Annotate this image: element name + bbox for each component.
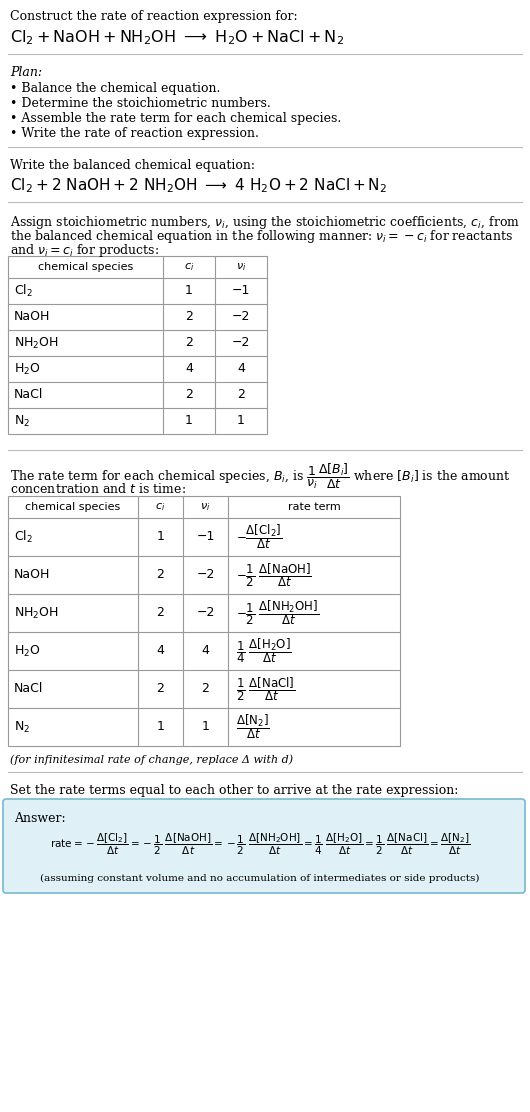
Text: $-\dfrac{1}{2}\ \dfrac{\Delta[\mathrm{NH_2OH}]}{\Delta t}$: $-\dfrac{1}{2}\ \dfrac{\Delta[\mathrm{NH… — [236, 598, 319, 627]
Text: Plan:: Plan: — [10, 66, 42, 79]
Text: $c_i$: $c_i$ — [155, 502, 165, 513]
Text: 1: 1 — [185, 285, 193, 298]
Text: $\dfrac{1}{2}\ \dfrac{\Delta[\mathrm{NaCl}]}{\Delta t}$: $\dfrac{1}{2}\ \dfrac{\Delta[\mathrm{NaC… — [236, 675, 295, 703]
Text: Construct the rate of reaction expression for:: Construct the rate of reaction expressio… — [10, 10, 298, 23]
Text: $\mathrm{Cl_2 + 2\ NaOH + 2\ NH_2OH \ {\longrightarrow}\ 4\ H_2O + 2\ NaCl + N_2: $\mathrm{Cl_2 + 2\ NaOH + 2\ NH_2OH \ {\… — [10, 176, 387, 195]
Text: • Write the rate of reaction expression.: • Write the rate of reaction expression. — [10, 127, 259, 140]
Text: • Assemble the rate term for each chemical species.: • Assemble the rate term for each chemic… — [10, 112, 341, 125]
Text: 1: 1 — [185, 415, 193, 427]
Text: $c_i$: $c_i$ — [184, 261, 194, 272]
Text: −2: −2 — [232, 337, 250, 349]
Text: $\mathrm{Cl_2}$: $\mathrm{Cl_2}$ — [14, 529, 33, 545]
Text: 2: 2 — [185, 337, 193, 349]
Text: 1: 1 — [156, 721, 164, 734]
Text: Assign stoichiometric numbers, $\nu_i$, using the stoichiometric coefficients, $: Assign stoichiometric numbers, $\nu_i$, … — [10, 214, 520, 231]
Text: −1: −1 — [196, 530, 215, 544]
Text: $\dfrac{1}{4}\ \dfrac{\Delta[\mathrm{H_2O}]}{\Delta t}$: $\dfrac{1}{4}\ \dfrac{\Delta[\mathrm{H_2… — [236, 636, 292, 665]
Text: $\dfrac{\Delta[\mathrm{N_2}]}{\Delta t}$: $\dfrac{\Delta[\mathrm{N_2}]}{\Delta t}$ — [236, 713, 270, 742]
Text: chemical species: chemical species — [25, 502, 121, 512]
Text: concentration and $t$ is time:: concentration and $t$ is time: — [10, 481, 186, 496]
Text: $\mathrm{NH_2OH}$: $\mathrm{NH_2OH}$ — [14, 336, 59, 350]
Text: 2: 2 — [237, 388, 245, 401]
Text: NaOH: NaOH — [14, 568, 50, 582]
Text: Answer:: Answer: — [14, 812, 66, 825]
Text: • Balance the chemical equation.: • Balance the chemical equation. — [10, 82, 220, 95]
Text: rate term: rate term — [288, 502, 340, 512]
Text: 1: 1 — [156, 530, 164, 544]
Text: 2: 2 — [156, 606, 164, 619]
Text: 4: 4 — [237, 363, 245, 376]
Text: $\mathrm{H_2O}$: $\mathrm{H_2O}$ — [14, 644, 41, 658]
Text: $\mathrm{N_2}$: $\mathrm{N_2}$ — [14, 414, 30, 428]
Text: 2: 2 — [201, 683, 209, 695]
Text: 4: 4 — [156, 645, 164, 657]
Text: 2: 2 — [156, 568, 164, 582]
FancyBboxPatch shape — [3, 800, 525, 893]
Bar — [8, 256, 267, 434]
Text: −2: −2 — [196, 606, 215, 619]
Text: $\mathrm{NH_2OH}$: $\mathrm{NH_2OH}$ — [14, 605, 59, 620]
Text: NaOH: NaOH — [14, 310, 50, 324]
Text: • Determine the stoichiometric numbers.: • Determine the stoichiometric numbers. — [10, 97, 271, 110]
Text: 4: 4 — [201, 645, 209, 657]
Text: NaCl: NaCl — [14, 388, 43, 401]
Text: $\mathrm{Cl_2 + NaOH + NH_2OH \ {\longrightarrow}\ H_2O + NaCl + N_2}$: $\mathrm{Cl_2 + NaOH + NH_2OH \ {\longri… — [10, 28, 344, 47]
Text: $\mathrm{Cl_2}$: $\mathrm{Cl_2}$ — [14, 282, 33, 299]
Text: 2: 2 — [156, 683, 164, 695]
Text: $-\dfrac{1}{2}\ \dfrac{\Delta[\mathrm{NaOH}]}{\Delta t}$: $-\dfrac{1}{2}\ \dfrac{\Delta[\mathrm{Na… — [236, 562, 312, 589]
Text: and $\nu_i = c_i$ for products:: and $\nu_i = c_i$ for products: — [10, 242, 159, 259]
Text: the balanced chemical equation in the following manner: $\nu_i = -c_i$ for react: the balanced chemical equation in the fo… — [10, 228, 513, 245]
Text: 2: 2 — [185, 310, 193, 324]
Text: Set the rate terms equal to each other to arrive at the rate expression:: Set the rate terms equal to each other t… — [10, 784, 458, 797]
Text: 4: 4 — [185, 363, 193, 376]
Text: chemical species: chemical species — [38, 262, 133, 272]
Text: (assuming constant volume and no accumulation of intermediates or side products): (assuming constant volume and no accumul… — [40, 874, 480, 883]
Text: $\mathrm{H_2O}$: $\mathrm{H_2O}$ — [14, 361, 41, 377]
Text: $\nu_i$: $\nu_i$ — [236, 261, 246, 272]
Text: −1: −1 — [232, 285, 250, 298]
Text: 1: 1 — [201, 721, 209, 734]
Text: $\nu_i$: $\nu_i$ — [200, 502, 210, 513]
Text: NaCl: NaCl — [14, 683, 43, 695]
Text: −2: −2 — [232, 310, 250, 324]
Text: $\mathrm{rate} = -\dfrac{\Delta[\mathrm{Cl_2}]}{\Delta t} = -\dfrac{1}{2}\ \dfra: $\mathrm{rate} = -\dfrac{\Delta[\mathrm{… — [50, 832, 470, 857]
Bar — [8, 496, 400, 746]
Text: 2: 2 — [185, 388, 193, 401]
Text: $\mathrm{N_2}$: $\mathrm{N_2}$ — [14, 719, 30, 735]
Text: 1: 1 — [237, 415, 245, 427]
Text: −2: −2 — [196, 568, 215, 582]
Text: $-\dfrac{\Delta[\mathrm{Cl_2}]}{\Delta t}$: $-\dfrac{\Delta[\mathrm{Cl_2}]}{\Delta t… — [236, 523, 282, 552]
Text: (for infinitesimal rate of change, replace Δ with d): (for infinitesimal rate of change, repla… — [10, 754, 293, 765]
Text: Write the balanced chemical equation:: Write the balanced chemical equation: — [10, 159, 255, 172]
Text: The rate term for each chemical species, $B_i$, is $\dfrac{1}{\nu_i}\dfrac{\Delt: The rate term for each chemical species,… — [10, 461, 510, 492]
